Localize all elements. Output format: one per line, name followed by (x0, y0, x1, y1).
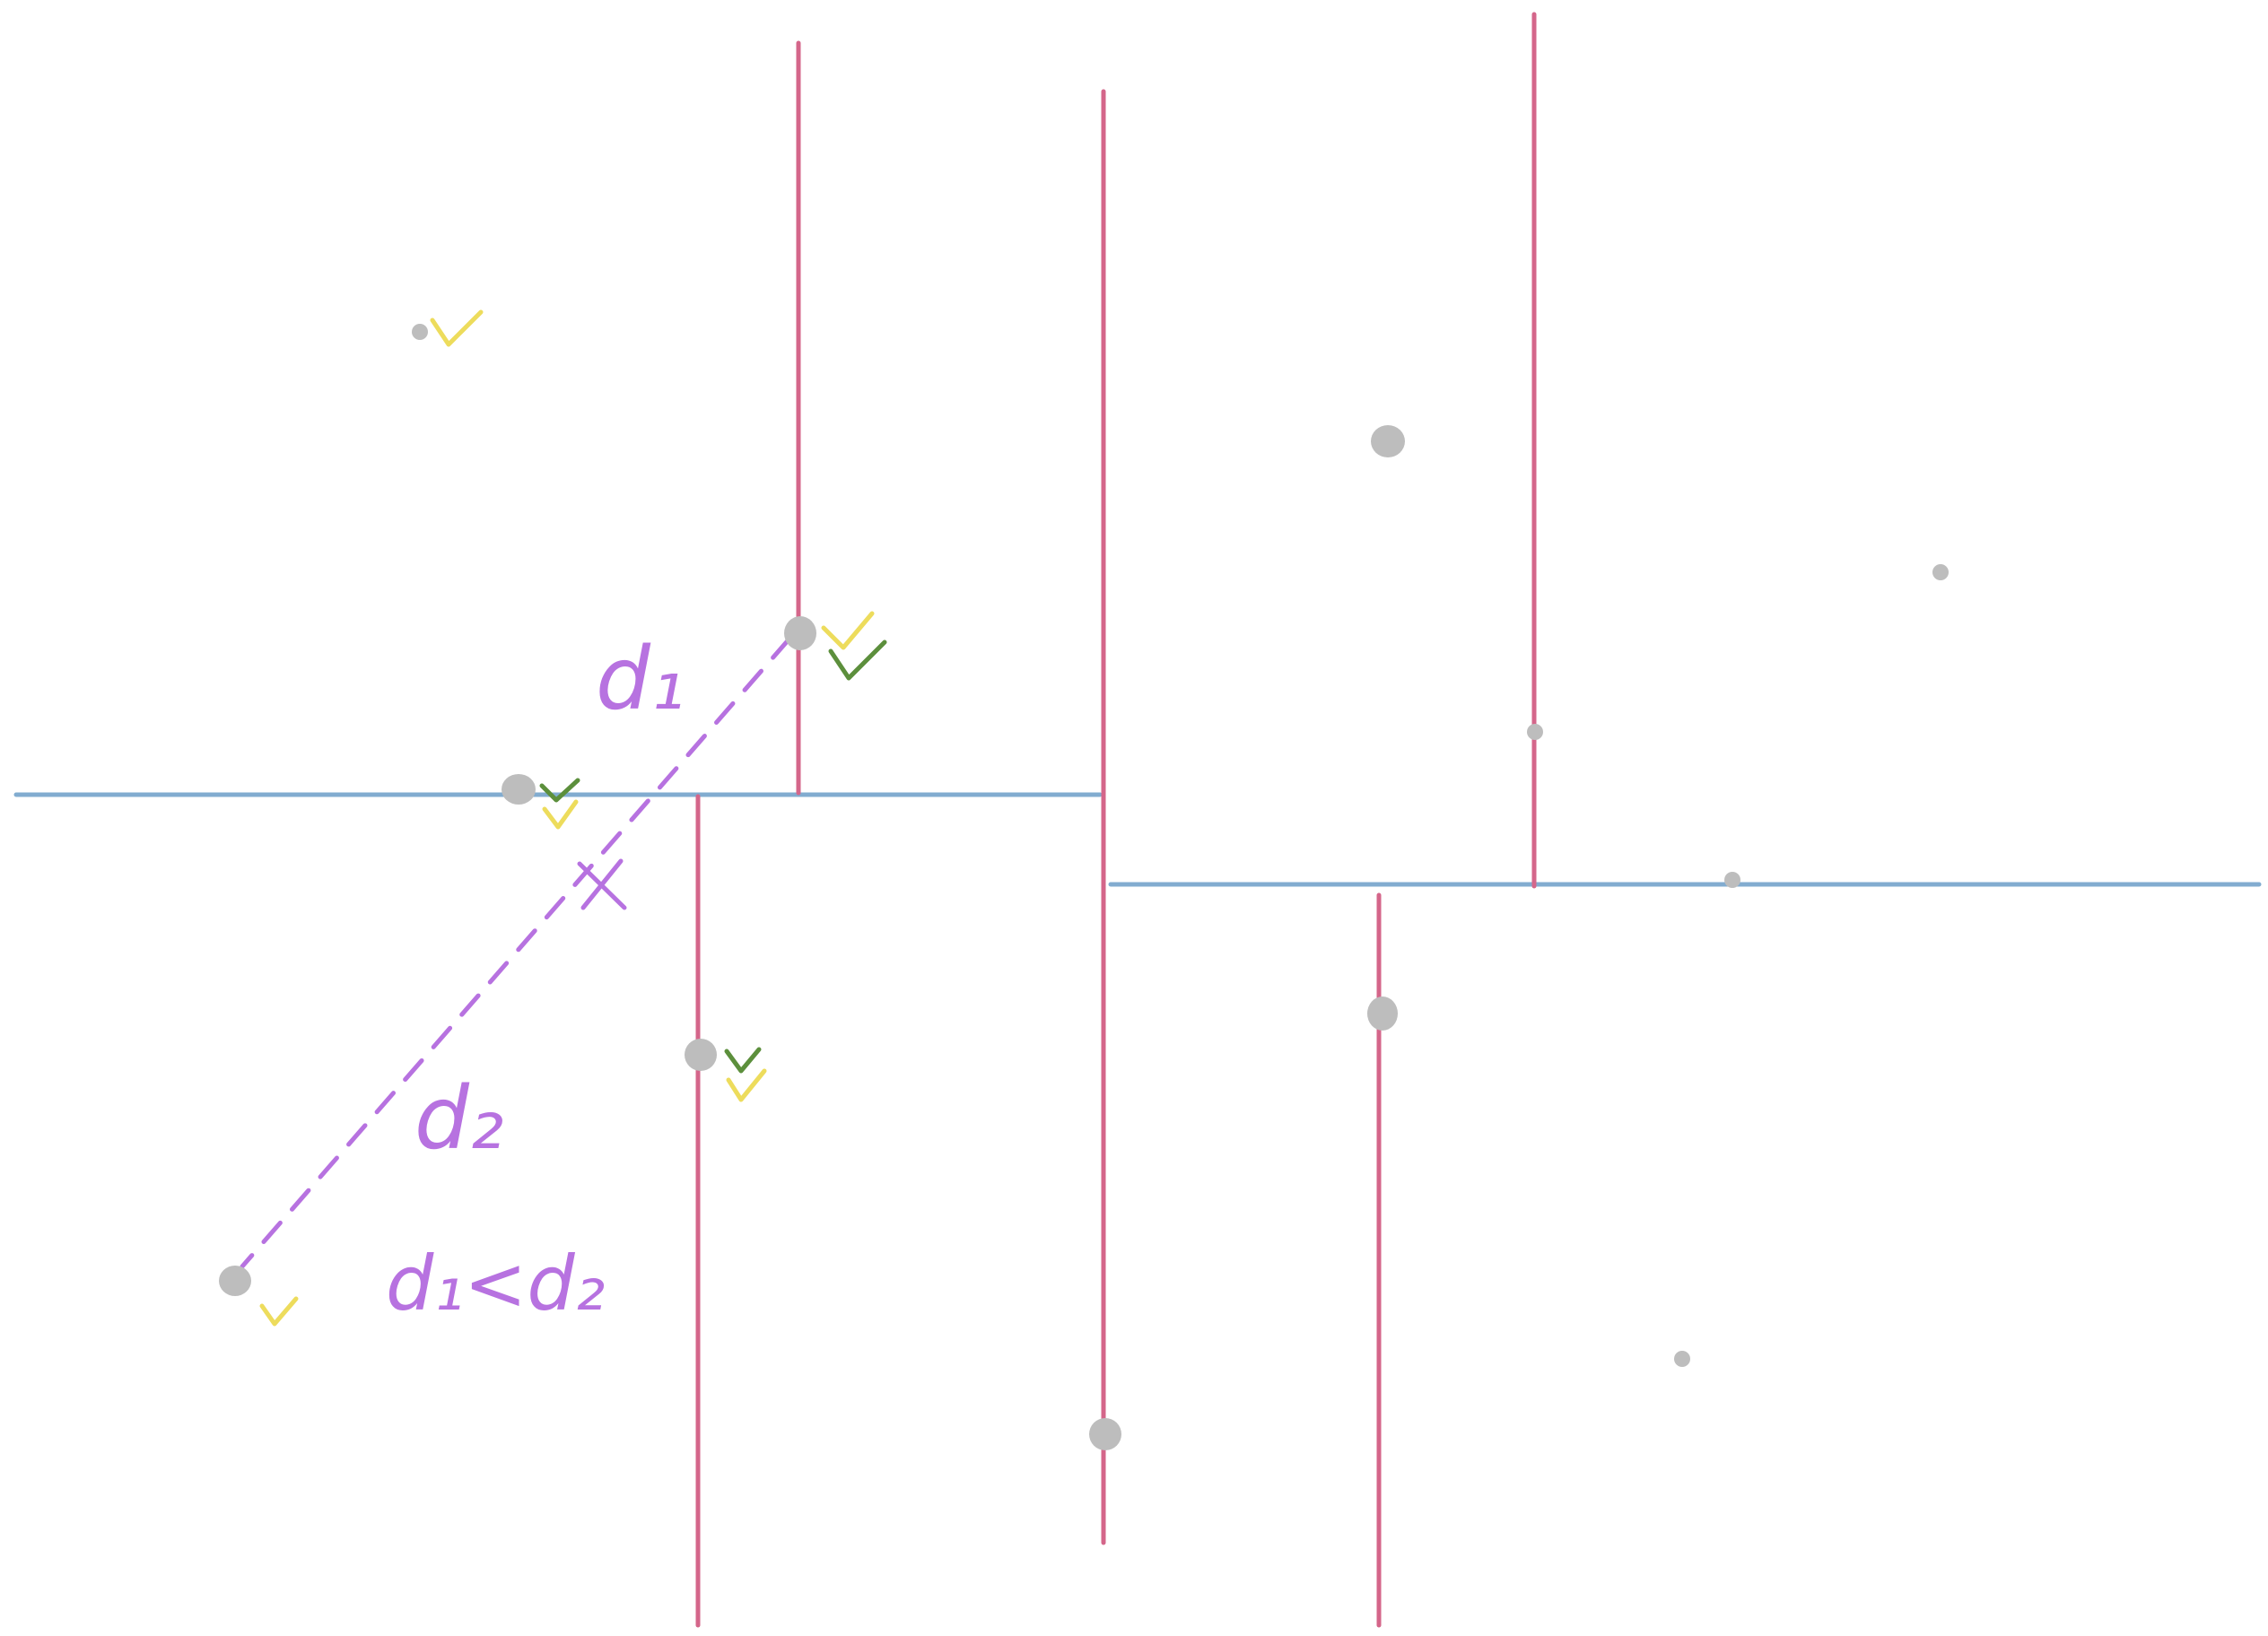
data-point (219, 1266, 251, 1296)
check-yellow-icon (430, 309, 484, 347)
data-point (685, 1039, 717, 1071)
label-d2: d₂ (414, 1068, 503, 1169)
data-point (412, 324, 428, 340)
distance-line-d1-d2 (240, 636, 792, 1269)
data-point (1367, 996, 1398, 1031)
check-yellow-icon (821, 611, 875, 650)
check-green-icon (539, 778, 580, 803)
data-point (1932, 564, 1949, 580)
data-point (1724, 872, 1740, 888)
label-d1: d₁ (596, 629, 685, 729)
check-yellow-icon (726, 1068, 767, 1102)
data-point (1527, 724, 1543, 740)
data-point (502, 774, 536, 805)
label-relation: d₁<d₂ (386, 1240, 605, 1327)
data-point (1371, 425, 1405, 457)
check-green-icon (828, 640, 887, 681)
data-point (1674, 1351, 1690, 1367)
cross-icon (577, 858, 627, 910)
data-point (1089, 1418, 1121, 1450)
check-yellow-icon (542, 799, 579, 830)
check-green-icon (724, 1047, 762, 1074)
check-yellow-icon (259, 1296, 299, 1327)
data-point (784, 616, 816, 650)
